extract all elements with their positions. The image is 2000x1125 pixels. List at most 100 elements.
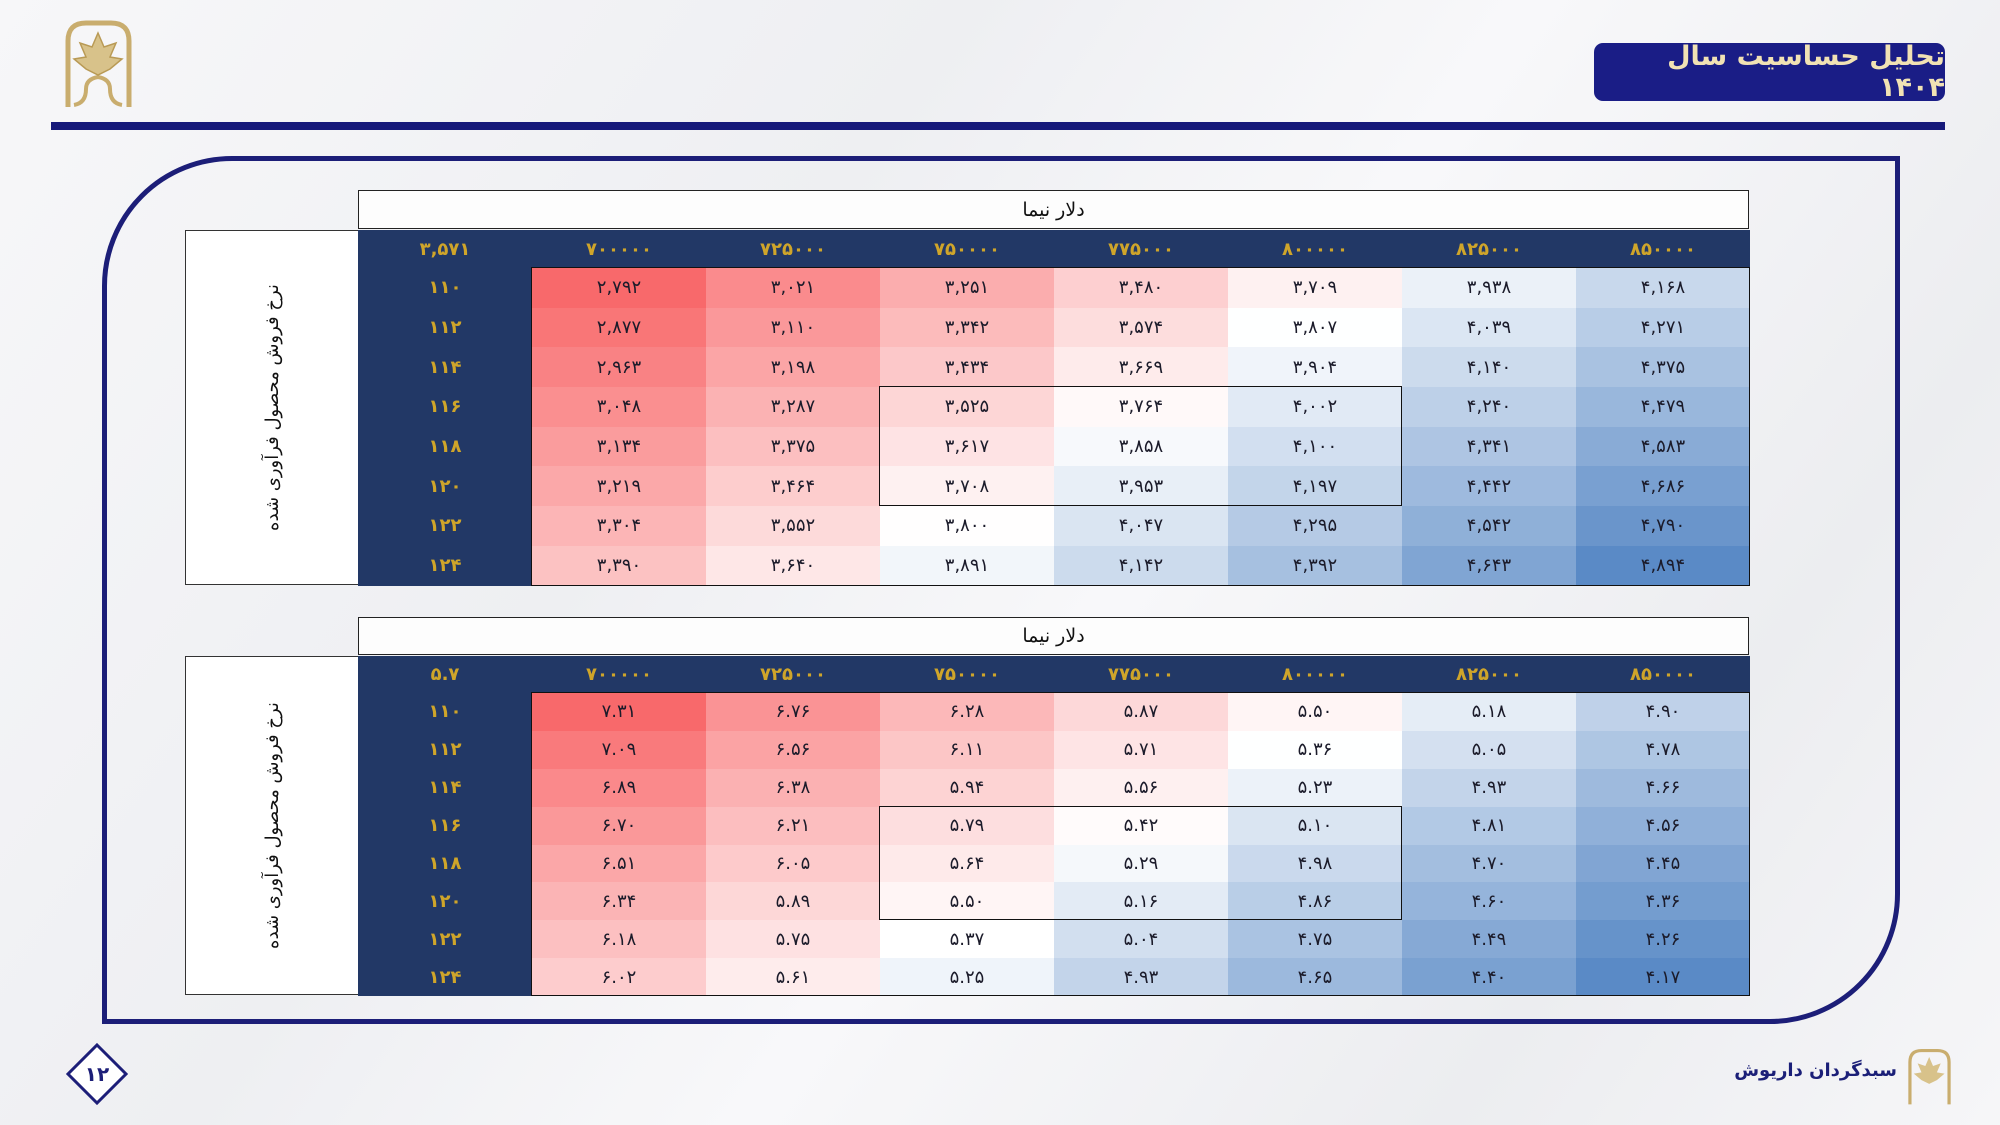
column-header: ۸۵۰۰۰۰	[1630, 238, 1696, 260]
row-header: ۱۲۲	[428, 515, 462, 537]
table-cell: ۳,۶۴۰	[706, 545, 880, 586]
table-cell: ۳,۱۳۴	[532, 426, 706, 467]
table-cell: ۳,۳۰۴	[532, 506, 706, 546]
column-header: ۷۰۰۰۰۰	[586, 664, 652, 685]
sensitivity-table: ۳,۵۷۱ ۷۰۰۰۰۰ ۷۲۵۰۰۰ ۷۵۰۰۰۰ ۷۷۵۰۰۰ ۸۰۰۰۰۰ ۸۲۵۰۰…	[358, 230, 1750, 586]
table-cell: ۴.۴۰	[1402, 958, 1576, 997]
table-cell: ۶.۲۸	[880, 693, 1054, 731]
table-cell: ۴.۲۶	[1576, 920, 1750, 959]
table-cell: ۳,۱۱۰	[706, 307, 880, 348]
table-cell: ۳,۴۸۰	[1054, 268, 1228, 308]
row-header: ۱۱۴	[428, 777, 462, 799]
table-cell: ۶.۳۴	[532, 882, 706, 921]
table-cell: ۴.۱۷	[1576, 958, 1750, 997]
row-header: ۱۲۴	[428, 966, 462, 988]
table-cell: ۴,۰۰۲	[1228, 387, 1402, 427]
page-number: ۱۲	[84, 1062, 110, 1086]
table-cell: ۳,۴۶۴	[706, 466, 880, 507]
row-header: ۱۱۴	[428, 356, 462, 378]
table-cell: ۳,۴۳۴	[880, 347, 1054, 388]
table-cell: ۳,۵۷۴	[1054, 307, 1228, 348]
page-number-badge: ۱۲	[66, 1043, 128, 1105]
table-cell: ۵.۷۹	[880, 806, 1054, 845]
footer-company-name: سبدگردان داریوش	[1734, 1060, 1897, 1081]
table-cell: ۵.۳۶	[1228, 730, 1402, 769]
table-cell: ۳,۲۸۷	[706, 387, 880, 427]
table-cell: ۳,۷۰۹	[1228, 268, 1402, 308]
table-cell: ۴.۶۵	[1228, 958, 1402, 997]
table-cell: ۴.۶۰	[1402, 882, 1576, 921]
table-cell: ۳,۱۹۸	[706, 347, 880, 388]
table-cell: ۵.۸۹	[706, 882, 880, 921]
column-header: ۷۵۰۰۰۰	[934, 238, 1000, 260]
table-cell: ۴.۴۹	[1402, 920, 1576, 959]
row-header: ۱۱۸	[428, 436, 462, 458]
table-cell: ۶.۵۱	[532, 844, 706, 883]
table-cell: ۴.۷۵	[1228, 920, 1402, 959]
header-divider	[51, 122, 1945, 130]
row-header: ۱۲۲	[428, 928, 462, 950]
table-cell: ۳,۸۵۸	[1054, 426, 1228, 467]
table-cell: ۴,۶۴۳	[1402, 545, 1576, 586]
column-header: ۷۵۰۰۰۰	[934, 664, 1000, 685]
page-title: تحلیل حساسیت سال ۱۴۰۴	[1594, 41, 1945, 103]
table-cell: ۴.۶۶	[1576, 768, 1750, 807]
column-header: ۷۷۵۰۰۰	[1108, 238, 1174, 260]
sensitivity-table: ۵.۷ ۷۰۰۰۰۰ ۷۲۵۰۰۰ ۷۵۰۰۰۰ ۷۷۵۰۰۰ ۸۰۰۰۰۰ ۸۲۵۰۰۰ ۸…	[358, 656, 1750, 997]
column-header: ۸۵۰۰۰۰	[1630, 664, 1696, 685]
table-cell: ۳,۷۶۴	[1054, 387, 1228, 427]
column-header: ۸۲۵۰۰۰	[1456, 664, 1522, 685]
table-cell: ۶.۲۱	[706, 806, 880, 845]
table-top-label: دلار نیما	[358, 617, 1749, 655]
table-cell: ۴.۸۶	[1228, 882, 1402, 921]
row-header: ۱۲۰	[428, 890, 462, 912]
table-cell: ۴.۹۸	[1228, 844, 1402, 883]
table-cell: ۴,۸۹۴	[1576, 545, 1750, 586]
table-cell: ۳,۰۴۸	[532, 387, 706, 427]
table-cell: ۵.۵۰	[880, 882, 1054, 921]
table-cell: ۵.۴۲	[1054, 806, 1228, 845]
table-cell: ۵.۲۹	[1054, 844, 1228, 883]
table-cell: ۵.۶۴	[880, 844, 1054, 883]
table-cell: ۳,۸۰۰	[880, 506, 1054, 546]
table-cell: ۵.۰۵	[1402, 730, 1576, 769]
footer-logo	[1907, 1048, 1952, 1107]
table-cell: ۵.۲۳	[1228, 768, 1402, 807]
column-header: ۸۰۰۰۰۰	[1282, 664, 1348, 685]
table-cell: ۳,۲۱۹	[532, 466, 706, 507]
table-cell: ۶.۷۶	[706, 693, 880, 731]
table-cell: ۴,۱۹۷	[1228, 466, 1402, 507]
table-cell: ۵.۹۴	[880, 768, 1054, 807]
table-cell: ۲,۷۹۲	[532, 268, 706, 308]
table-cell: ۴,۱۴۲	[1054, 545, 1228, 586]
table-cell: ۴,۴۴۲	[1402, 466, 1576, 507]
row-header: ۱۲۰	[428, 475, 462, 497]
table-cell: ۴.۵۶	[1576, 806, 1750, 845]
table-cell: ۵.۱۸	[1402, 693, 1576, 731]
table-cell: ۳,۹۵۳	[1054, 466, 1228, 507]
table-cell: ۳,۳۷۵	[706, 426, 880, 467]
table-cell: ۶.۸۹	[532, 768, 706, 807]
table-cell: ۴,۱۴۰	[1402, 347, 1576, 388]
table-cell: ۴,۰۳۹	[1402, 307, 1576, 348]
column-header: ۷۷۵۰۰۰	[1108, 664, 1174, 685]
table-cell: ۴,۲۷۱	[1576, 307, 1750, 348]
table-cell: ۲,۹۶۳	[532, 347, 706, 388]
table-cell: ۴,۱۰۰	[1228, 426, 1402, 467]
table-cell: ۴,۵۴۲	[1402, 506, 1576, 546]
table-cell: ۴,۶۸۶	[1576, 466, 1750, 507]
table-top-label: دلار نیما	[358, 190, 1749, 229]
table-cell: ۳,۶۶۹	[1054, 347, 1228, 388]
table-cell: ۵.۶۱	[706, 958, 880, 997]
table-cell: ۴.۹۳	[1402, 768, 1576, 807]
table-cell: ۶.۰۲	[532, 958, 706, 997]
column-header: ۸۲۵۰۰۰	[1456, 238, 1522, 260]
table-cell: ۶.۰۵	[706, 844, 880, 883]
table-cell: ۳,۶۱۷	[880, 426, 1054, 467]
row-axis-label: نرخ فروش محصول فرآوری شده	[262, 702, 283, 950]
table-cell: ۴,۳۹۲	[1228, 545, 1402, 586]
table-cell: ۵.۰۴	[1054, 920, 1228, 959]
table-cell: ۵.۷۵	[706, 920, 880, 959]
table-cell: ۳,۳۹۰	[532, 545, 706, 586]
table-cell: ۷.۰۹	[532, 730, 706, 769]
